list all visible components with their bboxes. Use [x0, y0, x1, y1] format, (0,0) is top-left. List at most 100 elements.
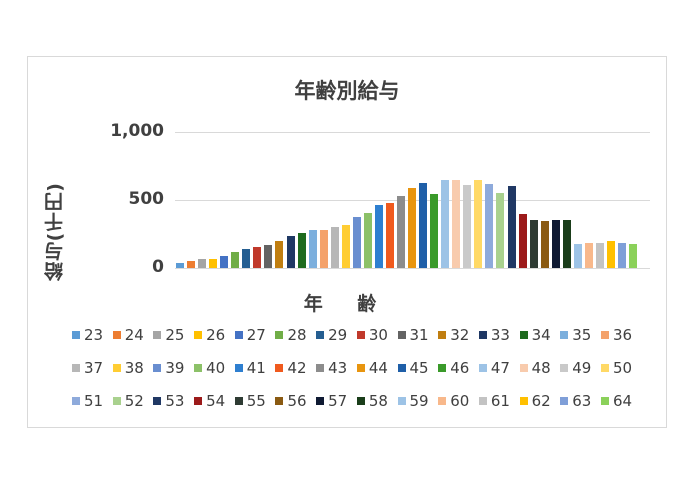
- legend-item-58: 58: [356, 391, 398, 411]
- legend-label: 48: [531, 359, 551, 377]
- legend-label: 36: [612, 326, 633, 344]
- legend-swatch: [275, 331, 284, 339]
- legend-item-39: 39: [153, 358, 194, 378]
- bar-age-49: [463, 185, 472, 268]
- y-tick-500: 500: [128, 189, 165, 209]
- bar-age-45: [419, 182, 428, 268]
- legend-item-60: 60: [438, 391, 479, 411]
- legend-label: 52: [124, 392, 144, 410]
- legend-item-27: 27: [234, 325, 276, 345]
- legend-swatch: [72, 331, 80, 339]
- legend-item-50: 50: [600, 358, 642, 378]
- bar-age-46: [430, 193, 439, 268]
- legend-swatch: [560, 364, 569, 372]
- legend-label: 37: [84, 359, 104, 377]
- y-tick-1000: 1,000: [110, 121, 164, 141]
- legend-item-63: 63: [560, 391, 601, 411]
- bar-age-31: [264, 244, 273, 268]
- legend-swatch: [519, 331, 528, 339]
- legend-item-33: 33: [478, 325, 520, 345]
- legend-label: 57: [328, 392, 348, 410]
- legend-label: 43: [328, 359, 348, 377]
- bar-age-55: [529, 220, 538, 268]
- legend-item-29: 29: [316, 325, 357, 345]
- bar-age-25: [198, 259, 207, 268]
- legend-swatch: [397, 331, 406, 339]
- legend-item-59: 59: [397, 391, 439, 411]
- legend-swatch: [112, 364, 121, 372]
- x-axis-label: 年 齢: [303, 293, 391, 315]
- legend-swatch: [600, 364, 609, 372]
- legend-label: 39: [165, 359, 185, 377]
- bar-age-53: [507, 186, 516, 268]
- y-tick-0: 0: [152, 257, 164, 277]
- legend-item-56: 56: [275, 391, 316, 411]
- legend-swatch: [112, 331, 121, 339]
- legend-label: 56: [287, 392, 307, 410]
- legend-label: 34: [531, 326, 551, 344]
- legend-label: 35: [572, 326, 592, 344]
- bar-age-38: [341, 225, 350, 268]
- bar-age-37: [330, 227, 339, 268]
- legend-swatch: [194, 331, 203, 339]
- baseline-0: [175, 268, 650, 269]
- legend-label: 55: [246, 392, 266, 410]
- legend-item-28: 28: [275, 325, 316, 345]
- legend-swatch: [560, 331, 569, 339]
- legend-item-47: 47: [478, 358, 520, 378]
- bar-age-59: [573, 244, 582, 268]
- legend-label: 60: [450, 392, 470, 410]
- chart-container: 年齢別給与 給与(千円) 1,000 500 0 年 齢 23 24 25 26 27 2…: [27, 56, 667, 428]
- legend-item-57: 57: [316, 391, 357, 411]
- legend-label: 41: [246, 359, 266, 377]
- bar-age-62: [606, 241, 615, 268]
- bar-age-23: [176, 262, 184, 268]
- bar-age-30: [253, 246, 262, 268]
- bar-age-28: [231, 251, 240, 268]
- legend-label: 33: [490, 326, 510, 344]
- bar-age-51: [485, 184, 494, 268]
- legend-swatch: [275, 364, 284, 372]
- bar-age-50: [474, 180, 483, 268]
- legend-item-26: 26: [194, 325, 235, 345]
- bar-age-43: [397, 196, 405, 268]
- bar-age-47: [441, 179, 450, 268]
- bar-age-27: [220, 256, 229, 268]
- bar-age-35: [308, 230, 317, 268]
- legend-swatch: [478, 397, 487, 405]
- legend-swatch: [194, 364, 203, 372]
- legend-swatch: [438, 397, 447, 405]
- legend-label: 53: [165, 392, 185, 410]
- bar-age-29: [242, 249, 251, 268]
- bar-age-26: [209, 258, 218, 268]
- legend-swatch: [316, 331, 325, 339]
- bar-age-54: [518, 214, 527, 268]
- bar-age-60: [584, 242, 593, 268]
- legend-swatch: [397, 364, 406, 372]
- legend-label: 59: [409, 392, 429, 410]
- legend-label: 29: [328, 326, 348, 344]
- legend-item-35: 35: [560, 325, 601, 345]
- legend-item-48: 48: [519, 358, 561, 378]
- legend-swatch: [356, 364, 365, 372]
- legend-item-32: 32: [438, 325, 479, 345]
- legend-item-42: 42: [275, 358, 316, 378]
- legend-swatch: [275, 397, 284, 405]
- legend-label: 28: [287, 326, 307, 344]
- legend-swatch: [316, 397, 325, 405]
- bar-age-32: [275, 240, 284, 268]
- legend-swatch: [600, 397, 609, 405]
- bar-age-57: [551, 219, 560, 268]
- legend-swatch: [234, 331, 243, 339]
- legend-item-49: 49: [560, 358, 601, 378]
- legend-label: 61: [490, 392, 510, 410]
- legend-item-45: 45: [397, 358, 439, 378]
- legend-item-34: 34: [519, 325, 561, 345]
- legend-swatch: [153, 331, 162, 339]
- bar-age-24: [187, 260, 196, 268]
- legend-item-54: 54: [194, 391, 235, 411]
- legend-label: 24: [124, 326, 144, 344]
- legend-item-61: 61: [478, 391, 520, 411]
- legend: 23 24 25 26 27 28 29 30 31 32 33 34 35 36 37 38 39 40 41 42…: [72, 325, 642, 411]
- legend-swatch: [112, 397, 121, 405]
